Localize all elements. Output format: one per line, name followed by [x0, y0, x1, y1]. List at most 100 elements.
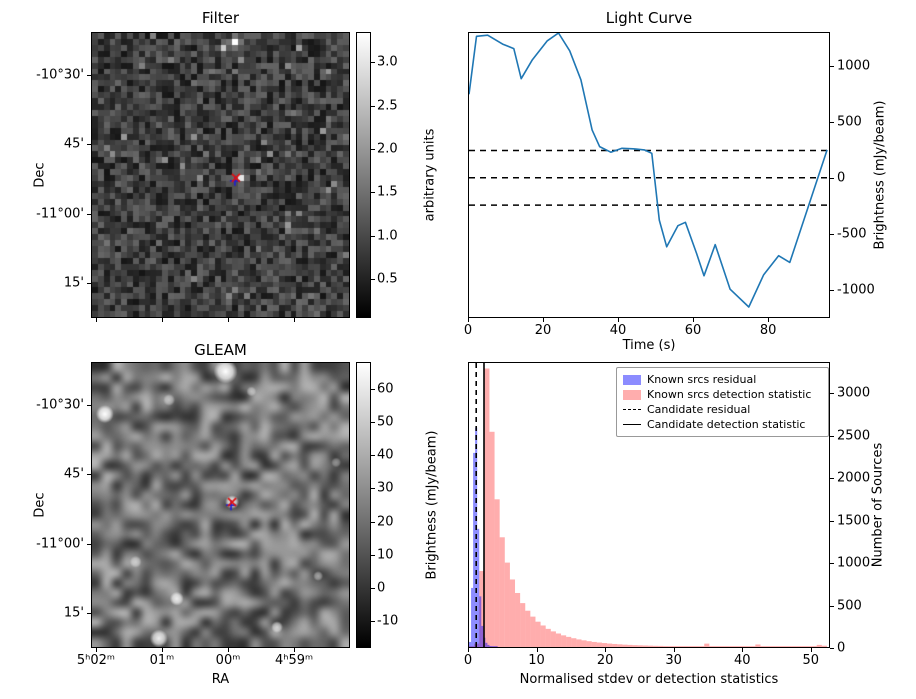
- ra-tick-label: 5ʰ02ᵐ: [76, 653, 115, 668]
- y-tick-label: -1000: [837, 282, 875, 298]
- hist-bar: [688, 646, 694, 647]
- hist-bar: [740, 646, 746, 647]
- tick-mark: [693, 318, 695, 322]
- hist-bar: [485, 642, 488, 647]
- light-curve-plot: [468, 32, 830, 318]
- tick-mark: [371, 105, 375, 107]
- tick-mark: [810, 648, 812, 652]
- filter-y-axis-label: Dec: [32, 162, 48, 188]
- tick-mark: [830, 121, 834, 123]
- x-tick-label: 80: [759, 323, 777, 338]
- tick-mark: [228, 648, 229, 652]
- legend-label-residual: Known srcs residual: [647, 373, 757, 386]
- filter-plot: [91, 32, 350, 318]
- hist-bar: [555, 633, 562, 647]
- tick-mark: [87, 74, 91, 76]
- y-tick-label: 3000: [837, 385, 871, 401]
- hist-bar: [566, 636, 572, 647]
- y-tick-label: 500: [837, 114, 862, 130]
- hist-bar: [770, 646, 776, 647]
- hist-bar: [493, 646, 496, 647]
- tick-mark: [87, 474, 91, 476]
- tick-mark: [830, 65, 834, 67]
- hist-bar: [473, 452, 476, 647]
- colorbar-tick-label: 20: [377, 514, 394, 530]
- hist-bar: [760, 646, 766, 647]
- dec-tick-label: 15': [63, 605, 84, 621]
- tick-mark: [294, 648, 296, 652]
- y-tick-label: 2000: [837, 470, 871, 486]
- gleam-colorbar-label: Brightness (mJy/beam): [424, 430, 440, 580]
- histogram-y-axis-label: Number of Sources: [870, 442, 886, 568]
- tick-mark: [543, 318, 545, 322]
- hist-bar: [491, 646, 494, 647]
- tick-mark: [742, 648, 744, 652]
- filter-colorbar-label: arbitrary units: [422, 128, 438, 222]
- legend-swatch-candidate-residual: [623, 409, 641, 410]
- x-tick-label: 40: [733, 653, 751, 668]
- hist-bar: [550, 631, 556, 647]
- tick-mark: [371, 521, 375, 523]
- hist-bar: [545, 628, 551, 647]
- dec-tick-label: 45': [63, 466, 84, 482]
- colorbar-tick-label: 30: [377, 480, 394, 496]
- hist-bar: [632, 645, 638, 647]
- tick-mark: [87, 213, 91, 215]
- hist-bar: [801, 646, 807, 647]
- light-curve-svg: [469, 33, 829, 308]
- tick-mark: [371, 279, 375, 280]
- tick-mark: [768, 318, 770, 322]
- y-tick-label: 1500: [837, 513, 871, 528]
- gleam-x-axis-label: RA: [211, 672, 230, 687]
- hist-bar: [821, 645, 827, 647]
- hist-bar: [561, 635, 567, 647]
- colorbar-tick-label: 1.5: [377, 184, 398, 200]
- tick-mark: [371, 621, 375, 623]
- colorbar-tick-label: 2.0: [377, 141, 398, 157]
- hist-bar: [775, 646, 781, 647]
- colorbar-tick-label: 10: [377, 547, 394, 563]
- hist-bar: [487, 644, 490, 647]
- hist-bar: [806, 646, 812, 647]
- x-tick-label: 20: [534, 323, 552, 338]
- x-tick-label: 0: [463, 323, 473, 338]
- light-curve-title: Light Curve: [605, 9, 693, 27]
- hist-bar: [515, 592, 521, 647]
- hist-bar: [663, 646, 669, 647]
- hist-bar: [653, 645, 659, 647]
- colorbar-tick-label: 40: [377, 447, 394, 463]
- hist-bar: [525, 610, 531, 647]
- hist-bar: [494, 499, 500, 647]
- x-tick-label: 60: [684, 323, 702, 338]
- hist-bar: [607, 643, 613, 647]
- legend-label-detection: Known srcs detection statistic: [647, 388, 812, 401]
- ra-tick-label: 01ᵐ: [149, 653, 175, 668]
- y-tick-label: -500: [837, 226, 867, 242]
- hist-bar: [571, 638, 577, 647]
- tick-mark: [87, 283, 91, 285]
- legend-label-candidate-residual: Candidate residual: [647, 403, 751, 416]
- legend-row: Candidate residual: [623, 402, 822, 417]
- hist-bar: [509, 579, 516, 647]
- tick-mark: [830, 563, 834, 564]
- tick-mark: [830, 520, 834, 522]
- filter-image: [92, 33, 349, 317]
- y-tick-label: 0: [837, 170, 846, 186]
- tick-mark: [371, 455, 375, 457]
- legend-swatch-detection: [623, 389, 641, 400]
- hist-bar: [471, 587, 474, 647]
- tick-mark: [371, 235, 375, 237]
- y-tick-label: 1000: [837, 58, 871, 74]
- hist-bar: [627, 644, 633, 647]
- x-tick-label: 0: [463, 653, 473, 668]
- hist-bar: [477, 528, 480, 647]
- x-tick-label: 10: [528, 653, 545, 668]
- legend-swatch-candidate-detection: [623, 424, 641, 425]
- hist-bar: [642, 645, 648, 647]
- x-tick-label: 20: [596, 653, 614, 668]
- light-curve-line: [469, 33, 828, 308]
- gleam-colorbar: [356, 362, 371, 648]
- hist-bar: [734, 646, 741, 647]
- hist-bar: [469, 641, 472, 647]
- hist-bar: [765, 646, 771, 647]
